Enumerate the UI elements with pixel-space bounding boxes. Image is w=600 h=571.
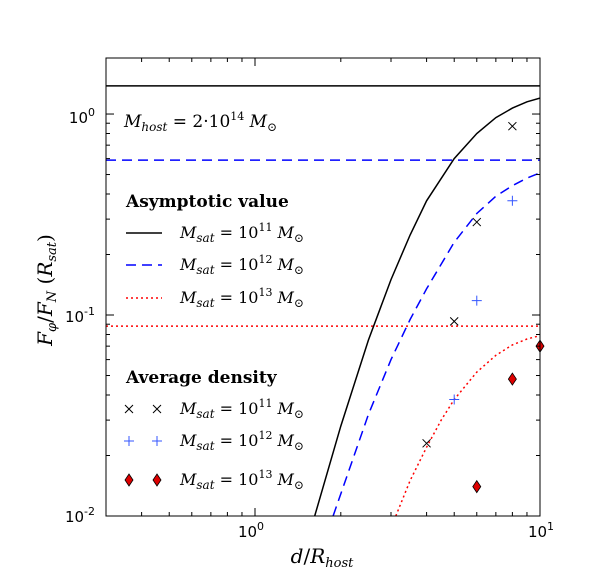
- curve-line-3: [395, 334, 540, 516]
- data-point-s3-2: [507, 372, 517, 386]
- data-point-s1-3: [472, 217, 482, 227]
- y-tick-label-0.01: 10-2: [65, 505, 95, 526]
- axis-ticks: [105, 58, 541, 517]
- legend-marker-avg-13: [124, 473, 162, 487]
- data-point-s2-3: [507, 195, 518, 206]
- plot-points: [422, 121, 545, 494]
- plot-lines: [106, 85, 540, 516]
- legend-label-asym-13: Msat = 1013 M⊙: [179, 286, 304, 310]
- plot-frame: [105, 57, 541, 517]
- legend-label-avg-11: Msat = 1011 M⊙: [179, 397, 304, 421]
- x-tick-label-10: 101: [528, 520, 554, 541]
- data-point-s1-4: [508, 121, 517, 131]
- legend-marker-avg-12: [124, 436, 162, 446]
- legend-marker-avg-11: [124, 404, 162, 414]
- y-axis-label: Fφ/FN (Rsat): [33, 234, 60, 347]
- data-point-s1-2: [449, 316, 459, 326]
- y-tick-label-0.1: 10-1: [65, 305, 95, 326]
- data-point-s1-1: [422, 438, 431, 448]
- x-tick-label-1: 100: [238, 520, 264, 541]
- legend-heading-average: Average density: [125, 368, 278, 388]
- legend-label-asym-11: Msat = 1011 M⊙: [179, 221, 304, 245]
- curve-line-1: [313, 97, 540, 516]
- data-point-s2-1: [449, 394, 460, 405]
- data-point-s2-2: [471, 295, 482, 306]
- curve-line-2: [332, 172, 540, 516]
- data-point-s3-1: [472, 479, 482, 494]
- plot-background: [106, 58, 540, 516]
- legend-heading-asymptotic: Asymptotic value: [125, 192, 289, 212]
- legend-label-avg-12: Msat = 1012 M⊙: [179, 429, 304, 453]
- legend-label-asym-12: Msat = 1012 M⊙: [179, 253, 304, 277]
- legend-label-avg-13: Msat = 1013 M⊙: [179, 468, 304, 492]
- y-tick-label-1: 100: [69, 106, 95, 127]
- x-axis-label: d/Rhost: [291, 544, 354, 571]
- host-mass-annotation: Mhost = 2·1014 M⊙: [123, 110, 277, 134]
